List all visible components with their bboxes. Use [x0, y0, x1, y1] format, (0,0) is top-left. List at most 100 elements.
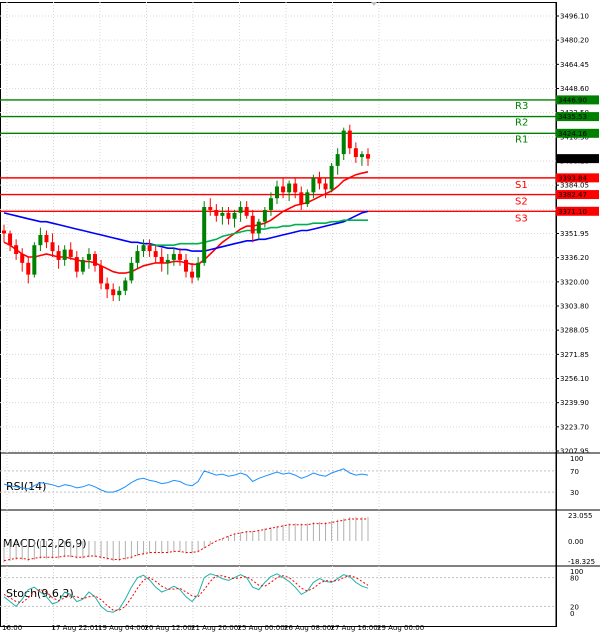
candle-body — [56, 251, 61, 260]
candle-body — [268, 198, 273, 210]
level-price-label: 3435.53 — [558, 113, 587, 121]
rsi-tick-label: 100 — [570, 455, 583, 463]
candle-body — [50, 242, 55, 252]
current-price-label: 3406.93 — [556, 154, 599, 164]
level-price-label: 3371.10 — [558, 208, 587, 216]
price-tick-label: 3271.85 — [560, 351, 589, 359]
candle-body — [190, 271, 195, 278]
grid — [0, 2, 556, 627]
price-tick-label: 3239.90 — [560, 399, 589, 407]
candle-body — [305, 192, 310, 205]
time-tick-label: 21 Aug 20:00 — [191, 624, 238, 632]
level-name-r2: R2 — [515, 118, 528, 129]
candle-body — [38, 234, 43, 246]
candle-body — [323, 183, 328, 190]
candle-body — [244, 207, 249, 216]
price-tick-label: 3351.95 — [560, 230, 589, 238]
candle-body — [86, 254, 91, 260]
chart-frame — [0, 2, 557, 627]
price-tick-label: 3256.10 — [560, 375, 589, 383]
level-price-box — [556, 190, 599, 200]
candle-body — [232, 212, 237, 219]
price-tick-label: 3303.80 — [560, 303, 589, 311]
price-tick-label: 3448.60 — [560, 85, 589, 93]
time-tick-label: 20 Aug 12:00 — [145, 624, 192, 632]
candle-body — [26, 262, 31, 275]
candle-body — [177, 254, 182, 260]
level-price-box — [556, 173, 599, 183]
level-price-box — [556, 206, 599, 216]
candle-body — [196, 262, 201, 278]
time-tick-label: 17 Aug 22:01 — [52, 624, 99, 632]
level-name-r1: R1 — [515, 134, 528, 145]
macd-panel: MACD(12,26,9) 23.055 0.00 -18.325 — [3, 512, 595, 566]
candle-body — [20, 254, 25, 263]
time-tick-label: 27 Aug 16:00 — [331, 624, 378, 632]
stoch-tick-label: 0 — [570, 610, 574, 618]
level-price-label: 3382.47 — [558, 191, 587, 199]
stoch-k-line — [3, 573, 369, 613]
candle-body — [262, 209, 267, 222]
candle-body — [256, 221, 261, 234]
candle-body — [8, 233, 13, 246]
candle-body — [111, 289, 116, 296]
candle-body — [359, 154, 364, 158]
candle-body — [311, 177, 316, 193]
candle-body — [299, 192, 304, 205]
time-tick-label: 29 Aug 00:00 — [377, 624, 424, 632]
candle-body — [117, 290, 122, 296]
candle-body — [214, 209, 219, 216]
candle-body — [275, 186, 279, 199]
candle-body — [281, 186, 286, 193]
candle-body — [80, 259, 85, 272]
level-price-label: 3446.90 — [558, 96, 587, 104]
shift-marker-icon — [371, 2, 377, 6]
price-tick-label: 3384.05 — [560, 182, 589, 190]
candle-body — [171, 254, 176, 260]
candle-body — [353, 148, 358, 158]
stoch-label: Stoch(9,6,3) — [6, 587, 74, 600]
macd-tick-label: -18.325 — [568, 558, 595, 566]
price-tick-label: 3480.20 — [560, 37, 589, 45]
current-price-box — [556, 154, 599, 164]
current-price-value: 3406.93 — [558, 155, 587, 163]
candle-body — [287, 183, 292, 193]
level-price-label: 3424.16 — [558, 130, 587, 138]
candle-body — [123, 280, 128, 291]
rsi-tick-label: 30 — [570, 489, 579, 497]
candle-body — [147, 245, 152, 252]
candle-body — [62, 249, 67, 260]
candle-body — [335, 154, 340, 166]
level-name-s1: S1 — [515, 180, 528, 191]
time-tick-label: 16:00 — [2, 624, 22, 632]
pivot-levels: R3 3446.90 R2 3435.53 R1 3424.16 S1 3393.84 S2 33… — [0, 95, 599, 224]
level-name-s3: S3 — [515, 213, 528, 224]
price-axis: 3496.103480.203464.453448.603432.503416.… — [556, 13, 589, 456]
time-tick-label: 26 Aug 08:00 — [284, 624, 331, 632]
time-tick-label: 19 Aug 04:00 — [98, 624, 145, 632]
panel-separators — [0, 452, 600, 567]
candle-body — [226, 212, 231, 219]
price-tick-label: 3464.45 — [560, 61, 589, 69]
stoch-tick-label: 100 — [570, 568, 583, 576]
candle-body — [99, 265, 104, 284]
candle-body — [68, 249, 73, 257]
candle-body — [347, 130, 352, 149]
price-tick-label: 3320.00 — [560, 278, 589, 286]
candle-body — [135, 251, 140, 263]
candle-body — [165, 259, 170, 263]
level-price-box — [556, 128, 599, 138]
price-tick-label: 3288.05 — [560, 327, 589, 335]
candle-body — [105, 283, 110, 290]
stoch-tick-label: 20 — [570, 603, 579, 611]
price-tick-label: 3223.70 — [560, 423, 589, 431]
time-tick-label: 25 Aug 00:00 — [238, 624, 285, 632]
candle-body — [250, 215, 255, 234]
macd-label: MACD(12,26,9) — [3, 537, 87, 550]
candle-body — [238, 207, 243, 213]
candle-body — [153, 251, 158, 257]
rsi-panel: RSI(14) 100 70 30 — [0, 455, 583, 497]
rsi-label: RSI(14) — [6, 480, 46, 493]
